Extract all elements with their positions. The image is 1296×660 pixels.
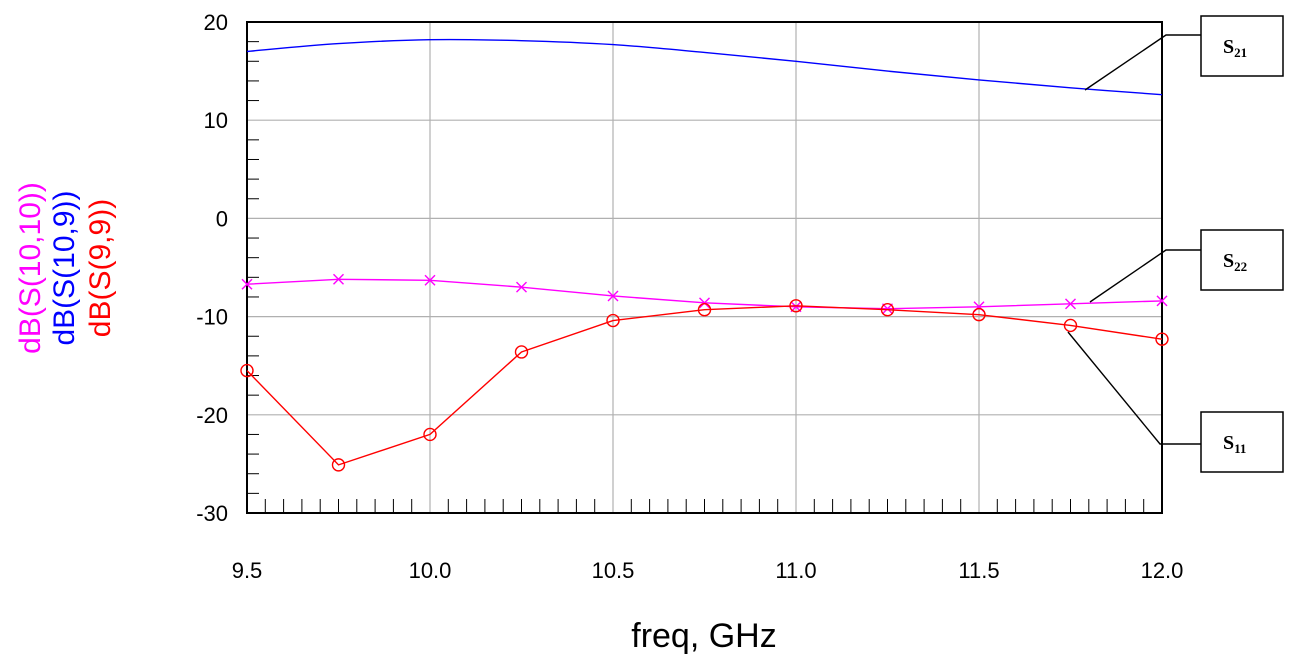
x-marker-stroke xyxy=(699,297,710,309)
x-marker-stroke xyxy=(607,290,619,302)
y-axis-label-0: dB(S(10,10)) xyxy=(14,182,47,354)
data-point-circle xyxy=(606,313,620,328)
x-tick-label: 9.5 xyxy=(232,558,263,583)
callout-subscript: 22 xyxy=(1234,259,1247,274)
y-tick-label: 0 xyxy=(216,206,228,231)
x-marker-stroke xyxy=(1065,298,1076,310)
x-tick-label: 10.5 xyxy=(592,558,635,583)
series-group xyxy=(240,38,1169,472)
grid-lines xyxy=(247,22,1162,513)
callout-box-1 xyxy=(1200,229,1284,291)
data-point-circle xyxy=(880,303,895,317)
callout-leader-2 xyxy=(1067,331,1201,445)
plot-frame xyxy=(246,21,1163,514)
x-marker-stroke xyxy=(516,281,527,293)
data-point-x xyxy=(1065,298,1076,310)
data-point-x xyxy=(607,290,619,302)
x-marker-stroke xyxy=(333,273,344,285)
data-point-circle xyxy=(697,303,712,317)
y-axis-label-2: dB(S(9,9)) xyxy=(84,199,117,337)
data-point-circle xyxy=(240,363,254,378)
y-tick-labels: 20 10 0 -10 -20 -30 xyxy=(196,10,228,526)
series-line-2 xyxy=(246,305,1163,466)
x-axis-label: freq, GHz xyxy=(631,617,776,655)
data-point-x xyxy=(1156,295,1168,307)
callout-subscript: 21 xyxy=(1234,45,1247,60)
axis-ticks xyxy=(247,41,1145,513)
callout-box-0 xyxy=(1200,15,1284,77)
data-point-x xyxy=(333,273,344,285)
x-tick-labels: 9.5 10.0 10.5 11.0 11.5 12.0 xyxy=(232,558,1184,583)
data-point-x xyxy=(516,281,527,293)
callout-box-2 xyxy=(1200,411,1284,473)
data-point-circle xyxy=(514,345,529,359)
data-point-circle xyxy=(789,299,803,313)
data-point-x xyxy=(424,274,436,286)
data-point-circle xyxy=(972,307,986,322)
x-tick-label: 11.5 xyxy=(958,558,999,583)
y-tick-label: -30 xyxy=(196,501,228,526)
y-tick-label: -20 xyxy=(196,403,228,428)
data-point-x xyxy=(241,278,253,290)
x-tick-label: 10.0 xyxy=(409,558,452,583)
data-point-circle xyxy=(423,427,437,442)
y-axis-labels: dB(S(10,10)) dB(S(10,9)) dB(S(9,9)) xyxy=(14,182,117,354)
x-marker-stroke xyxy=(424,274,436,286)
data-point-circle xyxy=(1063,318,1078,333)
x-marker-stroke xyxy=(241,278,253,290)
x-tick-label: 12.0 xyxy=(1141,558,1184,583)
callout-leader-1 xyxy=(1089,249,1201,303)
data-point-x xyxy=(699,297,710,309)
data-point-circle xyxy=(331,458,346,472)
callout-subscript: 11 xyxy=(1234,441,1246,456)
x-marker-stroke xyxy=(1156,295,1168,307)
callout-leader-0 xyxy=(1084,34,1201,91)
y-tick-label: -10 xyxy=(196,305,228,330)
y-axis-label-1: dB(S(10,9)) xyxy=(48,190,81,345)
x-tick-label: 11.0 xyxy=(775,558,816,583)
callout-label-1: S22 xyxy=(1223,250,1247,274)
y-tick-label: 20 xyxy=(204,10,228,35)
series-line-0 xyxy=(246,38,1163,96)
y-tick-label: 10 xyxy=(204,108,228,133)
data-point-circle xyxy=(1155,332,1169,346)
